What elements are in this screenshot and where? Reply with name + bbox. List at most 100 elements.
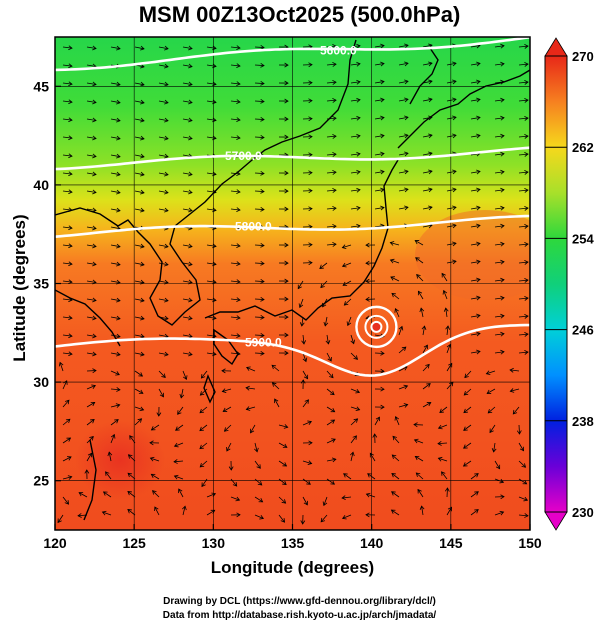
streamline-arrowhead [138, 389, 144, 394]
wind-streamline [494, 99, 505, 102]
wind-streamline [494, 333, 505, 336]
wind-streamline [182, 172, 193, 176]
wind-streamline [86, 46, 97, 49]
streamline-arrowhead [306, 480, 311, 485]
wind-streamline [463, 460, 472, 467]
streamline-arrowhead [401, 346, 407, 352]
streamline-arrowhead [332, 134, 337, 139]
streamline-arrowhead [404, 151, 409, 157]
streamline-arrowhead [448, 362, 453, 368]
wind-streamline [254, 82, 265, 84]
streamline-arrowhead [260, 44, 265, 50]
streamline-arrowhead [116, 189, 121, 195]
streamline-arrowhead [140, 189, 145, 195]
streamline-arrowhead [404, 79, 409, 85]
wind-streamline [62, 456, 72, 462]
streamline-arrowhead [87, 452, 93, 458]
footer-credit-line1: Drawing by DCL (https://www.gfd-dennou.o… [163, 596, 436, 607]
wind-streamline [182, 208, 193, 212]
wind-streamline [297, 280, 304, 289]
wind-streamline [134, 208, 145, 212]
streamline-arrowhead [332, 170, 337, 175]
wind-streamline [463, 406, 472, 413]
wind-streamline [518, 99, 529, 102]
wind-streamline [374, 99, 385, 102]
warm-anomaly [75, 420, 165, 500]
wind-streamline [110, 280, 121, 284]
wind-streamline [110, 370, 120, 376]
streamline-arrowhead [67, 456, 72, 461]
wind-streamline [398, 206, 409, 210]
wind-streamline [374, 117, 385, 120]
streamline-arrowhead [260, 350, 265, 356]
streamline-arrowhead [116, 135, 121, 141]
streamline-arrowhead [524, 44, 529, 49]
wind-streamline [254, 208, 265, 210]
streamline-arrowhead [329, 373, 334, 379]
wind-streamline [274, 398, 280, 408]
streamline-arrowhead [403, 384, 409, 390]
wind-streamline [326, 189, 337, 192]
streamline-arrowhead [199, 408, 205, 414]
wind-streamline [254, 316, 265, 318]
wind-streamline [518, 243, 529, 246]
streamline-arrowhead [68, 81, 73, 87]
streamline-arrowhead [330, 419, 336, 424]
wind-streamline [391, 491, 400, 498]
streamline-arrowhead [524, 116, 529, 121]
streamline-arrowhead [524, 62, 529, 67]
wind-streamline [446, 170, 457, 174]
wind-streamline [326, 207, 337, 210]
streamline-arrowhead [417, 488, 422, 494]
wind-streamline [62, 399, 70, 408]
streamline-arrowhead [343, 473, 348, 478]
streamline-arrowhead [416, 274, 421, 279]
wind-streamline [518, 63, 529, 66]
wind-streamline [398, 366, 408, 372]
wind-streamline [418, 291, 424, 300]
streamline-arrowhead [188, 207, 193, 213]
streamline-arrowhead [188, 171, 193, 177]
streamline-arrowhead [199, 462, 205, 468]
streamline-arrowhead [284, 134, 289, 140]
streamline-arrowhead [414, 455, 420, 461]
contour-label: 5600.0 [320, 44, 357, 58]
wind-streamline [199, 460, 208, 468]
wind-streamline [470, 261, 481, 264]
wind-streamline [398, 44, 409, 48]
wind-streamline [110, 100, 121, 104]
wind-streamline [518, 351, 529, 354]
streamline-arrowhead [380, 115, 385, 121]
wind-streamline [62, 82, 73, 85]
streamline-arrowhead [92, 315, 97, 321]
streamline-arrowhead [372, 433, 378, 438]
streamline-arrowhead [164, 189, 169, 195]
streamline-arrowhead [236, 189, 241, 195]
streamline-arrowhead [355, 388, 361, 394]
streamline-arrowhead [512, 409, 518, 415]
wind-streamline [105, 471, 112, 480]
streamline-arrowhead [307, 420, 313, 425]
wind-streamline [470, 491, 479, 498]
wind-streamline [62, 64, 73, 67]
wind-streamline [127, 491, 136, 498]
wind-streamline [518, 297, 529, 300]
wind-streamline [278, 478, 287, 485]
streamline-arrowhead [404, 133, 409, 139]
wind-streamline [390, 242, 400, 246]
wind-streamline [110, 154, 121, 158]
streamline-arrowhead [127, 490, 132, 496]
wind-streamline [470, 207, 481, 210]
streamline-arrowhead [173, 474, 179, 480]
wind-streamline [250, 424, 256, 433]
wind-streamline [302, 352, 307, 362]
streamline-arrowhead [236, 207, 241, 213]
streamline-arrowhead [332, 98, 337, 103]
wind-streamline [230, 496, 240, 501]
x-tick-label: 120 [43, 535, 67, 551]
streamline-arrowhead [260, 188, 265, 194]
streamline-arrowhead [116, 99, 121, 105]
wind-streamline [254, 496, 263, 503]
streamline-arrowhead [90, 419, 95, 424]
wind-streamline [420, 308, 424, 318]
